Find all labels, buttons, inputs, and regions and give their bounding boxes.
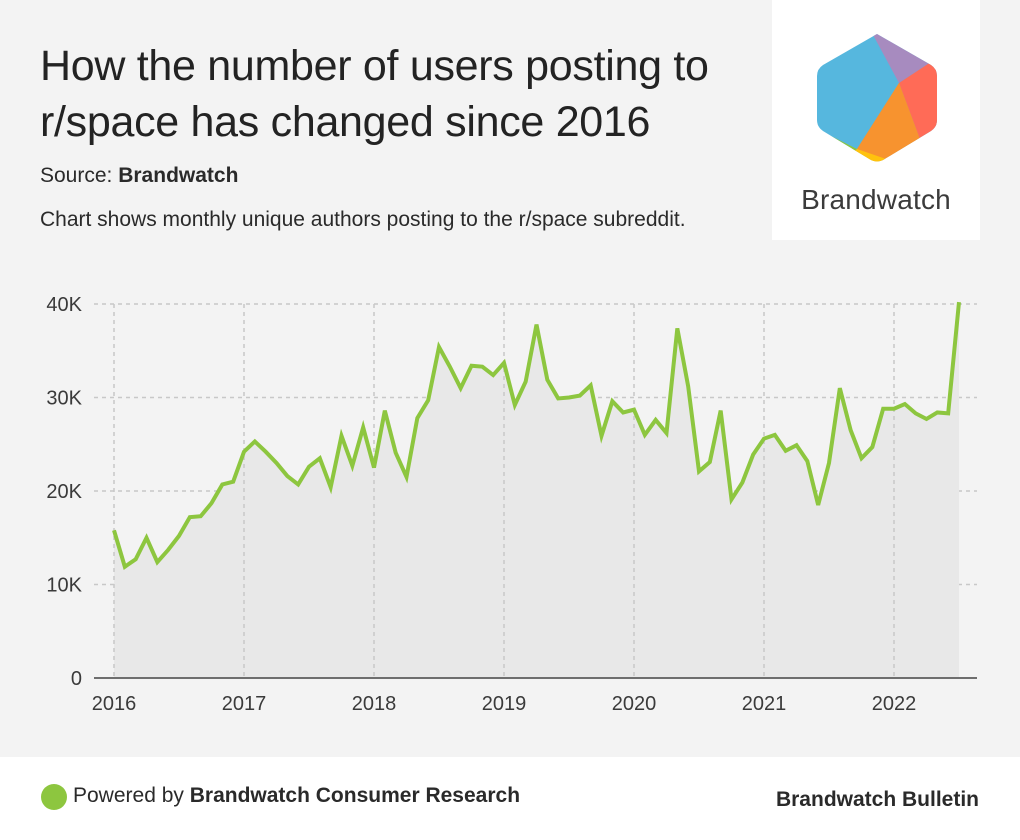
x-axis-labels: 2016 2017 2018 2019 2020 2021 2022 [92, 693, 917, 715]
y-tick-label: 10K [46, 575, 82, 597]
x-tick-label: 2020 [612, 693, 657, 715]
y-tick-label: 40K [46, 294, 82, 316]
hexagon-logo-icon [817, 34, 937, 162]
powered-prefix: Powered by [73, 784, 184, 807]
y-tick-label: 20K [46, 481, 82, 503]
brand-dot-icon [41, 784, 67, 810]
source-name: Brandwatch [118, 164, 239, 187]
x-grid [113, 304, 895, 678]
x-tick-label: 2022 [872, 693, 917, 715]
x-tick-label: 2021 [742, 693, 787, 715]
x-tick-label: 2017 [222, 693, 267, 715]
source-line: Source: Brandwatch [40, 164, 238, 188]
logo-wordmark: Brandwatch [801, 184, 951, 215]
powered-name: Brandwatch Consumer Research [189, 784, 521, 807]
x-tick-label: 2019 [482, 693, 527, 715]
y-axis-labels: 0 10K 20K 30K 40K [46, 294, 82, 690]
x-tick-label: 2018 [352, 693, 397, 715]
bulletin-label: Brandwatch Bulletin [775, 788, 979, 811]
y-tick-label: 0 [71, 668, 82, 690]
chart-title: How the number of users posting to r/spa… [40, 42, 709, 146]
footer: Powered by Brandwatch Consumer Research … [0, 757, 1020, 840]
chart-description: Chart shows monthly unique authors posti… [40, 208, 686, 231]
x-tick-label: 2016 [92, 693, 137, 715]
brand-logo: Brandwatch [772, 0, 980, 240]
series-line [112, 301, 961, 570]
powered-by: Powered by Brandwatch Consumer Research [73, 784, 520, 808]
source-label: Source: [40, 164, 113, 187]
area-fill [114, 302, 959, 678]
y-tick-label: 30K [46, 388, 82, 410]
